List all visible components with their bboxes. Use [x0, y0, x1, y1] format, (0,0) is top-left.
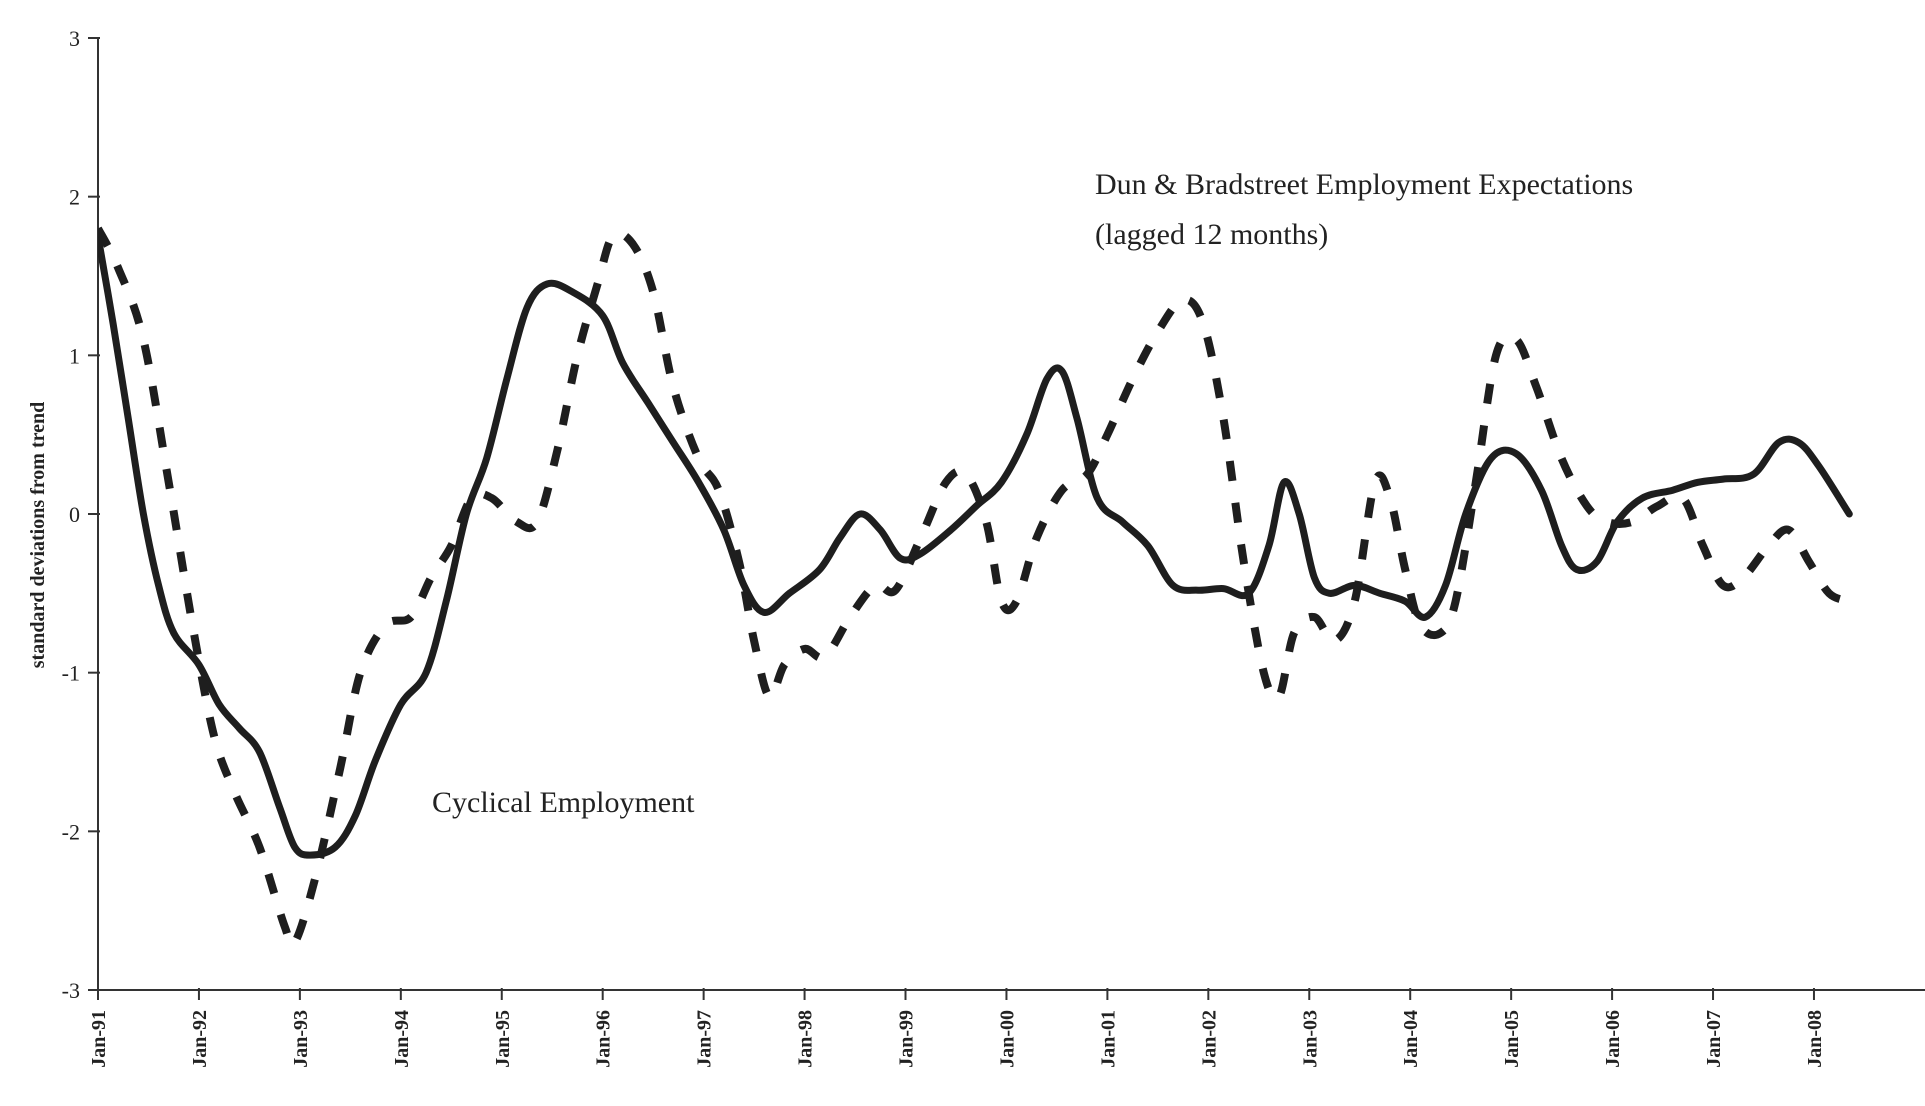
x-tick-label: Jan-98: [795, 1010, 817, 1068]
x-tick-label: Jan-04: [1400, 1010, 1422, 1068]
x-tick-label: Jan-00: [996, 1010, 1018, 1068]
y-tick-label: 0: [69, 502, 80, 527]
x-tick-label: Jan-08: [1804, 1010, 1826, 1068]
x-tick-label: Jan-91: [88, 1010, 110, 1068]
y-axis-title: standard deviations from trend: [27, 402, 49, 669]
y-tick-label: -1: [62, 661, 80, 686]
x-tick-label: Jan-96: [593, 1010, 615, 1068]
annotation-dnb-title: Dun & Bradstreet Employment Expectations: [1095, 168, 1633, 201]
y-tick-label: -2: [62, 819, 80, 844]
annotation-cyclical-employment: Cyclical Employment: [432, 786, 695, 819]
x-tick-label: Jan-07: [1703, 1010, 1725, 1068]
x-tick-label: Jan-03: [1299, 1010, 1321, 1068]
x-tick-label: Jan-05: [1501, 1010, 1523, 1068]
axes: 3 2 1 0 -1 -2 -3 Jan-91 Jan-92 Jan-93 Jan-94 Jan-95…: [62, 26, 1925, 1068]
y-tick-label: 3: [69, 26, 80, 51]
x-tick-label: Jan-94: [391, 1010, 413, 1068]
series-line-cyclical-employment: [98, 232, 1853, 859]
labels-layer: standard deviations from trend Cyclical …: [27, 168, 1633, 819]
y-tick-label: 2: [69, 185, 80, 210]
x-tick-label: Jan-06: [1602, 1010, 1624, 1068]
series-line-dnb-expectations: [98, 226, 1851, 950]
y-tick-label: 1: [69, 343, 80, 368]
x-tick-label: Jan-93: [290, 1010, 312, 1068]
series-layer: [98, 226, 1853, 950]
y-tick-label: -3: [62, 978, 80, 1003]
x-tick-label: Jan-97: [694, 1010, 716, 1068]
annotation-dnb-lag: (lagged 12 months): [1095, 218, 1328, 251]
x-tick-label: Jan-02: [1198, 1010, 1220, 1068]
x-tick-label: Jan-92: [189, 1010, 211, 1068]
x-tick-label: Jan-99: [896, 1010, 918, 1068]
x-tick-label: Jan-01: [1097, 1010, 1119, 1068]
x-tick-label: Jan-95: [492, 1010, 514, 1068]
